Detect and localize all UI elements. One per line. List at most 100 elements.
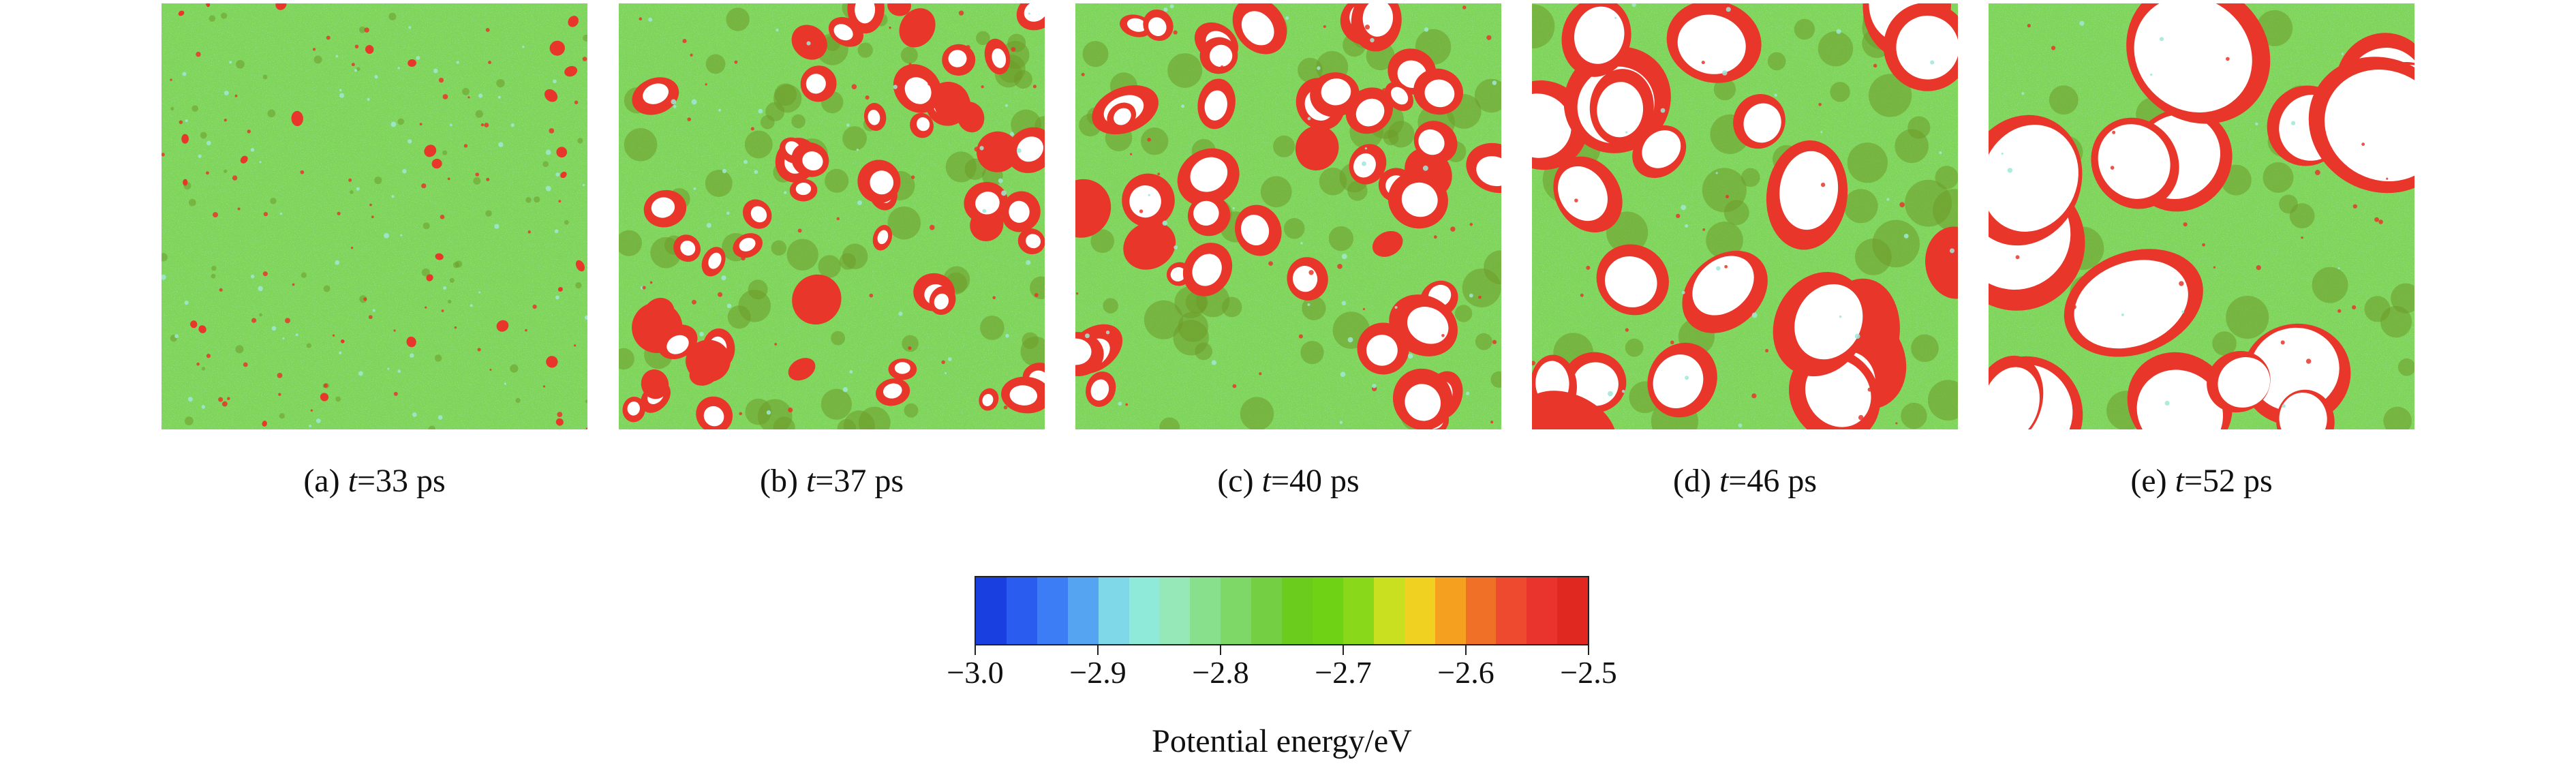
void-region bbox=[2134, 3, 2252, 113]
snapshot-image-a bbox=[162, 3, 587, 429]
atom-speckle bbox=[339, 93, 345, 98]
energy-halo bbox=[857, 42, 873, 58]
atom-speckle bbox=[2290, 121, 2296, 125]
caption-e-var: t bbox=[2175, 463, 2184, 499]
atom-speckle bbox=[475, 172, 480, 177]
atom-speckle bbox=[2041, 286, 2045, 290]
atom-speckle bbox=[412, 412, 417, 417]
energy-halo bbox=[585, 399, 587, 403]
atom-speckle bbox=[856, 149, 859, 151]
snapshot-image-e bbox=[1989, 3, 2414, 429]
atom-speckle bbox=[1738, 321, 1741, 324]
atom-speckle bbox=[1631, 3, 1636, 7]
energy-halo bbox=[575, 281, 582, 289]
high-energy-region bbox=[564, 65, 578, 77]
snapshot-image-c bbox=[1075, 3, 1501, 429]
atom-speckle bbox=[788, 407, 793, 413]
atom-speckle bbox=[184, 301, 189, 305]
energy-halo bbox=[162, 253, 168, 262]
atom-speckle bbox=[1225, 85, 1229, 87]
atom-speckle bbox=[1681, 204, 1686, 211]
atom-speckle bbox=[1010, 132, 1014, 136]
atom-speckle bbox=[941, 360, 945, 365]
high-energy-region bbox=[1925, 226, 1958, 299]
atom-speckle bbox=[1028, 217, 1034, 222]
colorbar-tick-label: −2.9 bbox=[1069, 655, 1126, 690]
atom-speckle bbox=[1232, 384, 1237, 388]
energy-halo bbox=[455, 260, 463, 268]
energy-halo bbox=[510, 364, 519, 373]
atom-speckle bbox=[1478, 295, 1482, 299]
atom-speckle bbox=[1930, 60, 1935, 65]
atom-speckle bbox=[574, 344, 577, 347]
energy-halo bbox=[323, 285, 331, 292]
atom-speckle bbox=[1232, 207, 1235, 210]
atom-speckle bbox=[687, 117, 692, 121]
atom-speckle bbox=[247, 130, 251, 134]
void-region bbox=[1692, 256, 1754, 316]
atom-speckle bbox=[1903, 233, 1909, 239]
atom-speckle bbox=[842, 387, 848, 393]
atom-speckle bbox=[682, 39, 687, 44]
void-region bbox=[1362, 3, 1394, 37]
atom-speckle bbox=[2110, 166, 2115, 170]
high-energy-region bbox=[341, 339, 345, 344]
energy-halo bbox=[760, 115, 775, 130]
atom-speckle bbox=[774, 343, 778, 346]
energy-halo bbox=[1082, 41, 1109, 67]
atom-speckle bbox=[237, 207, 241, 211]
energy-halo bbox=[1532, 4, 1555, 49]
high-energy-region bbox=[788, 358, 816, 381]
energy-halo bbox=[1606, 211, 1649, 254]
energy-halo bbox=[1702, 168, 1747, 213]
void-region bbox=[703, 406, 724, 427]
void-region bbox=[992, 48, 1007, 68]
atom-speckle bbox=[243, 362, 248, 367]
atom-speckle bbox=[486, 177, 490, 181]
atom-speckle bbox=[393, 391, 398, 396]
atom-speckle bbox=[1323, 25, 1326, 29]
high-energy-region bbox=[435, 253, 444, 260]
void-region bbox=[1572, 362, 1619, 406]
atom-speckle bbox=[2301, 236, 2303, 239]
energy-halo bbox=[188, 198, 196, 207]
atom-speckle bbox=[1076, 292, 1079, 295]
energy-halo bbox=[211, 265, 217, 271]
atom-speckle bbox=[1450, 226, 1456, 232]
colorbar-title: Potential energy/eV bbox=[1152, 723, 1412, 759]
atom-speckle bbox=[722, 168, 727, 174]
energy-halo bbox=[534, 196, 540, 203]
void-region bbox=[948, 50, 967, 67]
atom-speckle bbox=[693, 187, 696, 190]
atom-speckle bbox=[292, 283, 295, 286]
caption-e: (e) t=52 ps bbox=[1989, 462, 2414, 500]
caption-e-value: =52 ps bbox=[2183, 463, 2273, 499]
atom-speckle bbox=[1372, 384, 1377, 388]
void-region bbox=[2136, 369, 2223, 429]
high-energy-region bbox=[1532, 391, 1616, 429]
atom-speckle bbox=[390, 121, 397, 127]
energy-halo bbox=[2279, 194, 2298, 214]
caption-b: (b) t=37 ps bbox=[619, 462, 1045, 500]
atom-speckle bbox=[408, 26, 412, 29]
energy-halo bbox=[1240, 397, 1274, 429]
energy-halo bbox=[2263, 162, 2294, 193]
void-region bbox=[870, 170, 894, 195]
energy-halo bbox=[2391, 283, 2414, 314]
atom-speckle bbox=[467, 96, 470, 99]
atom-speckle bbox=[849, 369, 853, 374]
void-region bbox=[802, 151, 823, 171]
void-region bbox=[934, 293, 949, 310]
atom-speckle bbox=[898, 311, 903, 316]
energy-halo bbox=[619, 230, 642, 256]
atom-speckle bbox=[1259, 372, 1262, 376]
atom-speckle bbox=[2149, 73, 2153, 76]
high-energy-region bbox=[1075, 179, 1111, 238]
atom-speckle bbox=[1361, 161, 1366, 166]
atom-speckle bbox=[354, 69, 358, 72]
atom-speckle bbox=[187, 397, 193, 402]
void-region bbox=[1024, 3, 1045, 22]
atom-speckle bbox=[2051, 46, 2056, 50]
atom-speckle bbox=[1820, 131, 1823, 134]
void-region bbox=[1794, 284, 1863, 360]
